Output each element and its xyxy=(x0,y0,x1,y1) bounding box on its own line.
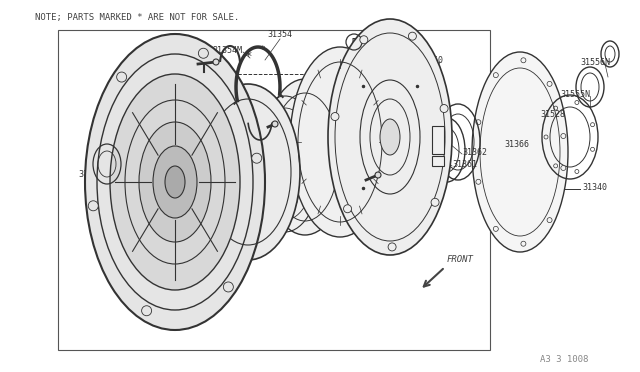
Circle shape xyxy=(344,205,351,213)
Text: 31366M: 31366M xyxy=(318,215,348,224)
Text: 31340: 31340 xyxy=(582,183,607,192)
Ellipse shape xyxy=(165,166,185,198)
Text: 31365P: 31365P xyxy=(208,103,238,112)
Ellipse shape xyxy=(153,146,197,218)
Circle shape xyxy=(493,227,499,231)
Circle shape xyxy=(521,241,526,246)
Bar xyxy=(432,156,444,166)
Text: 31354: 31354 xyxy=(285,87,310,96)
Circle shape xyxy=(476,120,481,125)
Text: 31555N: 31555N xyxy=(560,90,590,99)
Ellipse shape xyxy=(472,52,568,252)
Ellipse shape xyxy=(85,34,265,330)
Ellipse shape xyxy=(328,19,452,255)
Ellipse shape xyxy=(110,74,240,290)
Text: 31354M: 31354M xyxy=(212,45,242,55)
Circle shape xyxy=(521,58,526,63)
Text: B: B xyxy=(352,38,356,46)
Text: 31362M: 31362M xyxy=(195,235,225,244)
Circle shape xyxy=(223,282,234,292)
Circle shape xyxy=(547,218,552,222)
Bar xyxy=(432,126,444,154)
Circle shape xyxy=(388,243,396,251)
Text: 31366: 31366 xyxy=(504,140,529,148)
Text: A3 3 1008: A3 3 1008 xyxy=(540,356,588,365)
Circle shape xyxy=(408,32,417,40)
Circle shape xyxy=(547,81,552,86)
Text: 31356: 31356 xyxy=(330,198,355,206)
Circle shape xyxy=(360,36,368,44)
Text: 31375: 31375 xyxy=(170,67,195,77)
Circle shape xyxy=(440,105,448,112)
Circle shape xyxy=(561,134,566,138)
Circle shape xyxy=(116,72,127,82)
Circle shape xyxy=(331,113,339,121)
Text: 31364: 31364 xyxy=(210,119,235,128)
Circle shape xyxy=(198,48,209,58)
Text: 31375: 31375 xyxy=(372,192,397,201)
Text: FRONT: FRONT xyxy=(447,256,474,264)
Circle shape xyxy=(141,306,152,316)
Circle shape xyxy=(431,198,439,206)
Text: 31358: 31358 xyxy=(338,176,363,185)
Bar xyxy=(58,30,490,350)
Text: 31361: 31361 xyxy=(452,160,477,169)
Text: NOTE; PARTS MARKED * ARE NOT FOR SALE.: NOTE; PARTS MARKED * ARE NOT FOR SALE. xyxy=(35,13,239,22)
Ellipse shape xyxy=(196,84,300,260)
Text: 31350: 31350 xyxy=(418,55,443,64)
Ellipse shape xyxy=(263,79,347,235)
Text: 31344: 31344 xyxy=(78,170,103,179)
Circle shape xyxy=(561,166,566,170)
Ellipse shape xyxy=(139,122,211,242)
Circle shape xyxy=(476,179,481,184)
Circle shape xyxy=(252,153,262,163)
Circle shape xyxy=(493,73,499,78)
Text: 08120-8301A: 08120-8301A xyxy=(366,35,421,44)
Text: *: * xyxy=(259,45,265,55)
Text: 31362: 31362 xyxy=(462,148,487,157)
Circle shape xyxy=(213,59,219,65)
Text: 31354: 31354 xyxy=(268,29,292,38)
Text: 31341: 31341 xyxy=(142,140,167,148)
Text: 31556N: 31556N xyxy=(580,58,610,67)
Circle shape xyxy=(88,201,99,211)
Text: (8): (8) xyxy=(372,45,387,55)
Text: *: * xyxy=(376,92,383,102)
Circle shape xyxy=(375,172,381,178)
Bar xyxy=(215,74,345,134)
Text: 31528: 31528 xyxy=(540,109,565,119)
Ellipse shape xyxy=(380,119,400,155)
Circle shape xyxy=(272,121,278,127)
Text: 31358: 31358 xyxy=(358,115,383,125)
Ellipse shape xyxy=(290,47,390,237)
Text: *: * xyxy=(244,49,252,62)
